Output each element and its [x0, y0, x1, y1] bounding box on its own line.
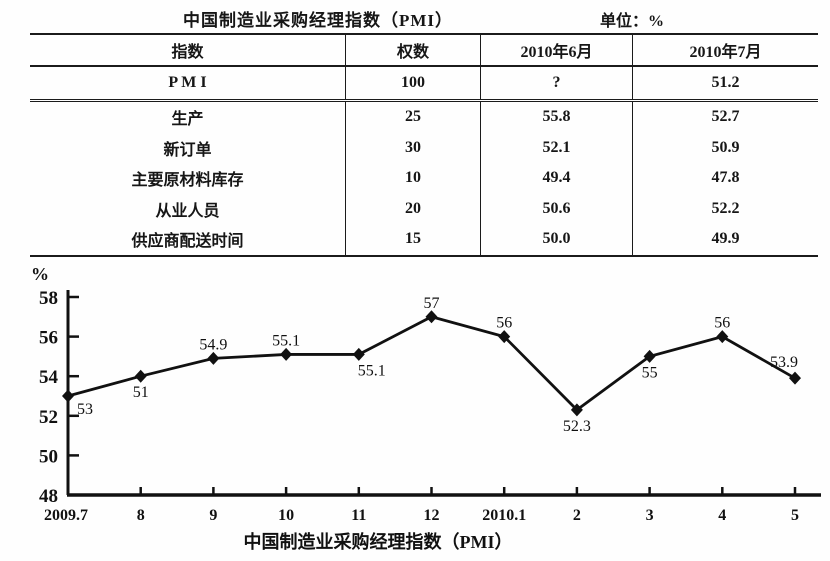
- table-row: 从业人员 20 50.6 52.2: [30, 193, 818, 224]
- table-cell: 100: [345, 67, 480, 99]
- table-title: 中国制造业采购经理指数（PMI）: [183, 11, 454, 30]
- pmi-line-chart: 58 56 54 52 50 48% 2009.7 8 9 10 11 12 2010.1 2 3 4 5 53 5…: [31, 264, 821, 552]
- point-label: 55: [642, 364, 658, 381]
- table-cell: 52.1: [480, 132, 632, 163]
- y-tick-label: 50: [39, 446, 58, 467]
- table-cell: 10: [345, 163, 480, 194]
- table-cell: 52.2: [632, 193, 818, 224]
- x-tick-label: 5: [791, 507, 799, 524]
- table-header-cell: 权数: [345, 35, 480, 65]
- chart-title: 中国制造业采购经理指数（PMI）: [244, 531, 513, 552]
- table-cell: 25: [345, 102, 480, 133]
- table-row: 新订单 30 52.1 50.9: [30, 132, 818, 163]
- data-point: [280, 347, 293, 361]
- table-header-row: 指数 权数 2010年6月 2010年7月: [30, 35, 818, 67]
- table-cell: 47.8: [632, 163, 818, 194]
- data-point: [425, 310, 438, 324]
- point-label: 57: [424, 295, 440, 312]
- x-tick-label: 12: [424, 507, 440, 524]
- y-tick-label: 48: [39, 486, 58, 507]
- unit-label: 单位：%: [600, 13, 665, 30]
- x-tick-label: 4: [718, 507, 726, 524]
- table-cell: 49.4: [480, 163, 632, 194]
- table-cell: 30: [345, 132, 480, 163]
- x-tick-label: 9: [209, 507, 217, 524]
- x-tick-label: 2: [573, 507, 581, 524]
- table-cell: 50.6: [480, 193, 632, 224]
- x-tick-label: 2009.7: [44, 507, 88, 524]
- table-cell: ?: [480, 67, 632, 99]
- x-tick-label: 2010.1: [482, 507, 526, 524]
- data-point: [570, 403, 583, 417]
- table-row: P M I 100? 51.2: [30, 67, 818, 102]
- data-point: [134, 369, 147, 383]
- x-tick-label: 3: [646, 507, 654, 524]
- point-label: 52.3: [563, 418, 591, 435]
- table-cell: 15: [345, 224, 480, 255]
- table-header-cell: 指数: [171, 44, 204, 61]
- point-label: 54.9: [199, 336, 227, 353]
- table-header-cell: 2010年7月: [632, 35, 818, 65]
- pmi-series-line: [67, 315, 796, 412]
- x-tick-label: 11: [351, 507, 366, 524]
- x-tick-label: 10: [278, 507, 294, 524]
- table-cell: 供应商配送时间: [131, 233, 244, 251]
- table-cell: 生产: [171, 111, 204, 129]
- table-cell: 52.7: [632, 102, 818, 133]
- point-label: 56: [714, 315, 730, 332]
- table-cell: 55.8: [480, 102, 632, 133]
- pmi-table: 指数 权数 2010年6月 2010年7月 P M I 100? 51.2 生产 25 55.8…: [30, 33, 818, 257]
- point-label: 53: [77, 401, 93, 418]
- data-point: [789, 371, 801, 385]
- table-row: 生产 25 55.8 52.7: [30, 102, 818, 133]
- table-cell: P M I: [168, 74, 207, 91]
- data-point: [643, 349, 656, 363]
- table-cell: 新订单: [163, 141, 212, 159]
- point-label: 53.9: [770, 354, 798, 371]
- chart-area: 58 56 54 52 50 48% 2009.7 8 9 10 11 12 2010.1 2 3 4 5 53 5…: [0, 260, 830, 556]
- point-label: 55.1: [272, 332, 300, 349]
- point-label: 56: [496, 315, 512, 332]
- y-tick-label: 52: [39, 407, 58, 428]
- table-cell: 50.0: [480, 224, 632, 255]
- point-label: 51: [133, 384, 149, 401]
- data-point: [352, 347, 365, 361]
- y-axis-unit-label: %: [31, 264, 49, 284]
- table-row: 供应商配送时间 15 50.0 49.9: [30, 224, 818, 255]
- table-cell: 51.2: [632, 67, 818, 99]
- data-point: [207, 351, 220, 365]
- data-point: [716, 330, 729, 344]
- table-cell: 从业人员: [155, 202, 220, 220]
- table-cell: 主要原材料库存: [131, 172, 244, 190]
- table-cell: 49.9: [632, 224, 818, 255]
- y-tick-label: 56: [39, 328, 58, 349]
- point-label: 55.1: [358, 362, 386, 379]
- y-tick-label: 58: [39, 288, 58, 309]
- y-tick-label: 54: [39, 367, 59, 388]
- table-cell: 20: [345, 193, 480, 224]
- table-cell: 50.9: [632, 132, 818, 163]
- x-tick-label: 8: [137, 507, 145, 524]
- data-point: [62, 389, 74, 403]
- table-header-cell: 2010年6月: [480, 35, 632, 65]
- data-point: [498, 330, 511, 344]
- table-row: 主要原材料库存 10 49.4 47.8: [30, 163, 818, 194]
